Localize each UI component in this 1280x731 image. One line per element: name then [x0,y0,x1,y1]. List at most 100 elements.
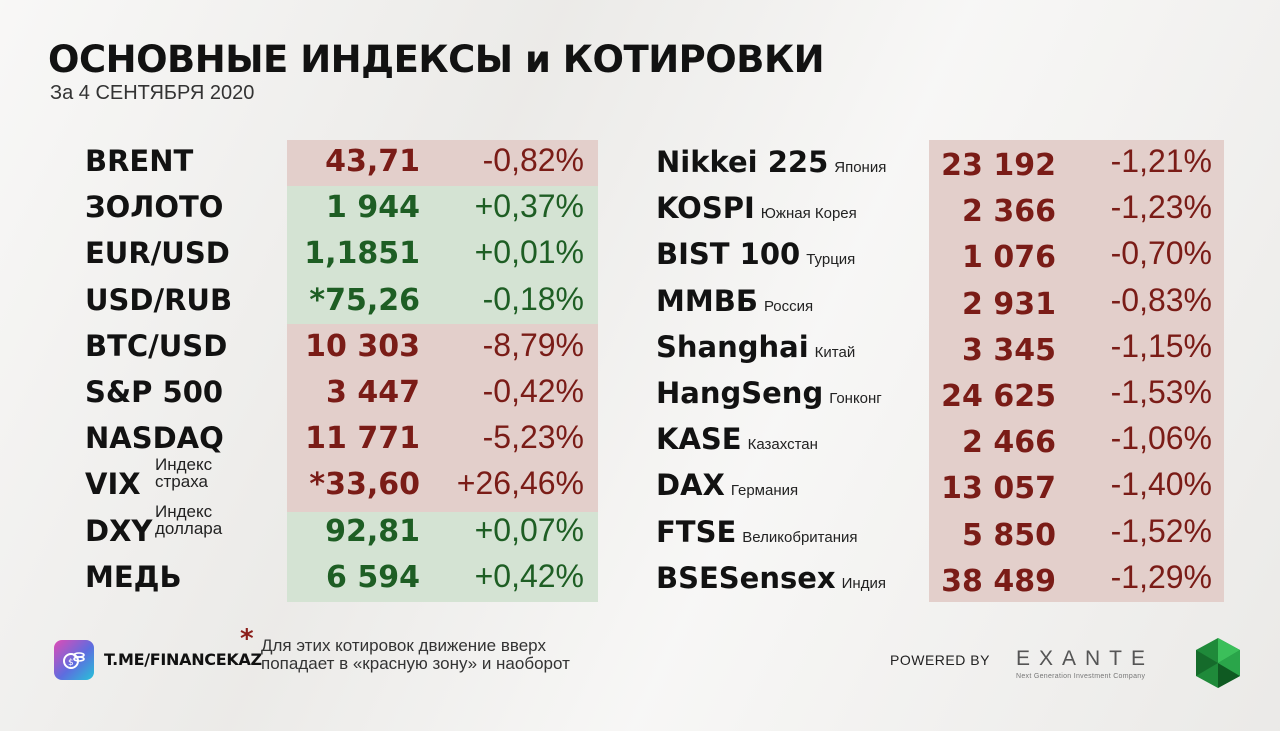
quote-change: -5,23% [482,419,584,456]
quote-value: 2 366 [962,194,1056,230]
quote-value: 5 850 [962,517,1056,553]
quote-name: NASDAQ [85,421,224,456]
quote-value: 92,81 [325,513,420,549]
footnote-asterisk: * [240,624,254,654]
quote-country: Гонконг [829,390,882,407]
left-zone-green-bottom [287,512,598,602]
quote-change: -0,70% [1110,235,1212,272]
quote-name-text: Nikkei 225 [656,145,829,179]
quote-name-text: FTSE [656,514,737,549]
quote-name: BTC/USD [85,328,228,363]
quote-value: *75,26 [309,282,420,318]
right-quote-row: KOSPI Южная Корея 2 366 -1,23% [656,187,1216,233]
right-quote-row: BIST 100 Турция 1 076 -0,70% [656,233,1216,279]
left-quote-row: Индекс доллара DXY 92,81 +0,07% [85,503,590,556]
quote-name: BSESensex Индия [656,561,886,595]
quote-value: 13 057 [941,471,1056,507]
quote-change: -1,52% [1110,512,1212,549]
quote-change: -1,06% [1110,420,1212,457]
right-quote-row: Nikkei 225 Япония 23 192 -1,21% [656,141,1216,187]
quote-name-text: KASE [656,422,742,457]
right-quote-row: Shanghai Китай 3 345 -1,15% [656,326,1216,372]
left-quote-row: USD/RUB *75,26 -0,18% [85,279,590,325]
quote-name-text: BIST 100 [656,237,801,272]
page-title: ОСНОВНЫЕ ИНДЕКСЫ и КОТИРОВКИ [48,38,825,81]
quote-country: Турция [806,251,856,269]
quote-value: 38 489 [941,563,1056,599]
quote-name-text: DAX [656,468,725,503]
left-quote-row: ЗОЛОТО 1 944 +0,37% [85,186,590,232]
left-quote-row: S&P 500 3 447 -0,42% [85,371,590,417]
quote-change: -8,79% [482,326,584,363]
quote-change: -0,42% [482,373,584,409]
exante-tagline: Next Generation Investment Company [1016,673,1146,680]
right-quote-row: KASE Казахстан 2 466 -1,06% [656,418,1216,464]
quote-change: -1,15% [1110,327,1212,364]
quote-value: 1 076 [962,240,1056,276]
quote-name: HangSeng Гонконг [656,376,882,410]
right-quote-row: HangSeng Гонконг 24 625 -1,53% [656,372,1216,418]
quote-value: 24 625 [941,379,1056,414]
quote-value: 3 345 [962,332,1056,368]
quote-change: -0,83% [1110,281,1212,318]
left-quote-row: EUR/USD 1,1851 +0,01% [85,232,590,278]
quote-value: 43,71 [325,144,420,179]
quote-name: DXY [85,513,153,548]
quote-country: Великобритания [742,528,858,546]
quote-name-text: ММВБ [656,283,758,318]
quote-change: -1,21% [1110,143,1212,179]
quote-name: FTSE Великобритания [656,515,858,549]
quote-value: 6 594 [326,559,420,595]
quote-note: Индекс доллара [155,501,223,538]
quote-change: +26,46% [456,465,584,502]
quote-name: EUR/USD [85,236,230,271]
coins-logo-icon: $ [63,652,85,669]
page-date: За 4 СЕНТЯБРЯ 2020 [50,82,255,104]
quote-name: ММВБ Россия [656,284,813,318]
quote-change: +0,07% [474,511,584,548]
quote-name-text: HangSeng [656,376,824,410]
quote-name: KOSPI Южная Корея [656,191,857,225]
left-quote-row: NASDAQ 11 771 -5,23% [85,417,590,463]
quote-name: BRENT [85,144,194,178]
quote-name: KASE Казахстан [656,422,818,456]
quote-note: Индекс страха [155,455,213,492]
exante-brand: EXANTE [1016,647,1155,670]
right-zone-red [929,140,1224,602]
quote-name: USD/RUB [85,282,233,317]
right-quote-row: DAX Германия 13 057 -1,40% [656,464,1216,510]
quote-change: -1,53% [1110,374,1212,410]
powered-by-label: POWERED BY [890,652,990,668]
quote-change: +0,01% [474,234,584,271]
right-quote-row: FTSE Великобритания 5 850 -1,52% [656,511,1216,557]
quote-country: Южная Корея [760,205,857,223]
quote-value: *33,60 [309,467,420,503]
left-quote-row: BRENT 43,71 -0,82% [85,140,590,186]
svg-text:$: $ [68,658,74,668]
quote-name-text: BSESensex [656,560,836,595]
quote-country: Германия [730,482,799,500]
quote-change: -1,23% [1110,189,1212,226]
left-zone-red-top [287,140,598,186]
exante-gem-icon [1196,638,1240,688]
quote-value: 3 447 [326,375,420,410]
quote-value: 2 931 [962,286,1056,322]
quote-value: 11 771 [305,421,420,457]
quote-change: +0,37% [474,188,584,225]
channel-link[interactable]: T.ME/FINANCEKAZ [104,650,262,669]
quote-name-text: Shanghai [656,329,809,364]
right-quote-row: BSESensex Индия 38 489 -1,29% [656,557,1216,603]
right-quote-row: ММВБ Россия 2 931 -0,83% [656,280,1216,326]
quote-name: DAX Германия [656,468,798,502]
quote-value: 10 303 [305,328,420,364]
quote-name: VIX [85,467,141,502]
quote-name: Shanghai Китай [656,330,855,364]
quote-name: BIST 100 Турция [656,237,855,271]
quote-country: Россия [763,297,814,315]
quote-change: +0,42% [474,557,584,594]
quote-name-text: KOSPI [656,191,755,226]
quote-name: ЗОЛОТО [85,190,224,225]
left-quote-row: МЕДЬ 6 594 +0,42% [85,556,590,602]
quote-change: -0,82% [482,142,584,178]
footnote-text: Для этих котировок движение вверх попада… [261,636,570,673]
